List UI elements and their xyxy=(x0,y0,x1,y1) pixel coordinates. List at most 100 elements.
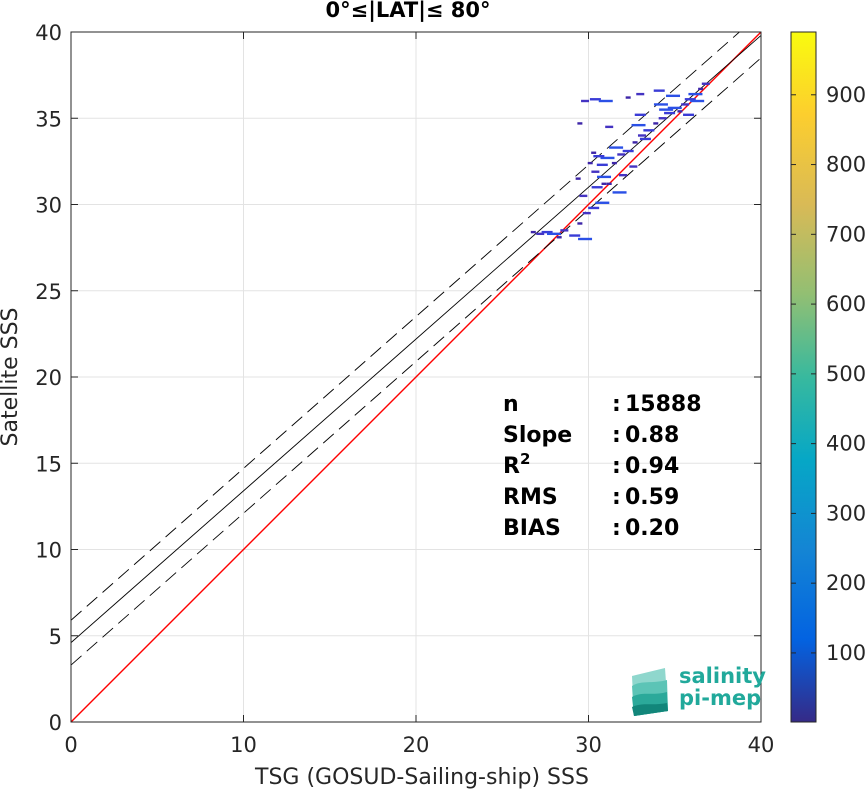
y-tick-label: 30 xyxy=(35,194,62,218)
stat-label-text: BIAS xyxy=(503,516,561,541)
data-point xyxy=(653,122,659,125)
data-point xyxy=(632,141,638,144)
colorbar: 100 200 300 400 500 600 700 800 900 xyxy=(790,31,865,723)
data-point xyxy=(601,182,607,185)
y-tick-label: 0 xyxy=(49,711,62,735)
data-point xyxy=(536,232,545,236)
regression-line xyxy=(71,35,761,643)
data-point xyxy=(591,151,597,154)
data-point xyxy=(595,201,610,204)
data-point xyxy=(598,99,613,103)
data-point xyxy=(636,92,645,96)
stat-label-superscript: 2 xyxy=(520,450,530,468)
data-point xyxy=(625,96,631,99)
regression-lines xyxy=(71,32,761,722)
data-point xyxy=(639,137,651,141)
stat-separator: : xyxy=(612,485,621,510)
data-point xyxy=(681,103,690,106)
data-point xyxy=(600,156,615,160)
y-tick-label: 20 xyxy=(35,366,62,390)
data-point xyxy=(569,234,581,237)
chart-title: 0°≤|LAT|≤ 80° xyxy=(325,0,490,23)
stat-separator: : xyxy=(612,454,621,479)
data-point xyxy=(698,87,704,91)
x-tick-label: 30 xyxy=(575,733,602,757)
data-point xyxy=(605,125,614,129)
x-axis-ticks: 0 10 20 30 40 xyxy=(64,32,774,757)
salinity-pi-mep-logo: salinity pi-mep xyxy=(632,664,766,716)
waves-icon xyxy=(632,668,668,716)
y-tick-label: 35 xyxy=(35,107,62,131)
identity-line xyxy=(71,32,761,722)
stat-separator: : xyxy=(612,423,621,448)
data-point xyxy=(619,173,627,177)
data-point xyxy=(690,99,705,103)
colorbar-tick-label: 900 xyxy=(826,83,865,107)
colorbar-tick-label: 600 xyxy=(826,292,865,316)
data-point xyxy=(556,236,562,239)
data-point xyxy=(629,165,638,168)
data-point xyxy=(643,129,655,132)
data-point xyxy=(587,161,593,165)
data-point xyxy=(617,153,626,156)
x-tick-label: 40 xyxy=(748,733,775,757)
data-point xyxy=(653,89,665,92)
data-point xyxy=(591,170,600,173)
data-point xyxy=(593,155,605,158)
y-tick-label: 25 xyxy=(35,280,62,304)
colorbar-tick-label: 200 xyxy=(826,571,865,595)
data-point xyxy=(667,106,682,110)
stat-value: 0.59 xyxy=(625,485,679,510)
data-point xyxy=(637,134,646,137)
data-point xyxy=(684,98,696,101)
data-point xyxy=(677,110,683,113)
stat-label: n xyxy=(503,392,519,417)
x-tick-label: 20 xyxy=(403,733,430,757)
stat-label-text: Slope xyxy=(503,423,572,448)
colorbar-ticks: 100 200 300 400 500 600 700 800 900 xyxy=(791,83,865,665)
colorbar-tick-label: 100 xyxy=(826,641,865,665)
x-tick-label: 0 xyxy=(64,733,77,757)
data-points xyxy=(530,82,710,241)
data-point xyxy=(597,175,612,179)
stat-value: 0.94 xyxy=(625,454,679,479)
stat-value: 0.20 xyxy=(625,516,679,541)
data-point xyxy=(631,123,646,127)
stat-label: Slope xyxy=(503,423,572,448)
y-tick-label: 15 xyxy=(35,452,62,476)
stat-value: 0.88 xyxy=(625,423,679,448)
colorbar-tick-label: 500 xyxy=(826,362,865,386)
colorbar-gradient xyxy=(790,31,817,723)
data-point xyxy=(577,122,583,125)
data-point xyxy=(609,146,624,149)
data-point xyxy=(547,232,561,236)
data-point xyxy=(578,237,593,241)
data-point xyxy=(588,206,600,210)
stat-separator: : xyxy=(612,516,621,541)
data-point xyxy=(658,117,667,120)
data-point xyxy=(664,111,676,115)
colorbar-tick-label: 400 xyxy=(826,432,865,456)
y-axis-ticks: 0 5 10 15 20 25 30 35 40 xyxy=(35,21,761,735)
stat-label-text: R xyxy=(503,454,520,479)
data-point xyxy=(560,229,569,232)
stat-label: RMS xyxy=(503,485,558,510)
stat-label: R2 xyxy=(503,450,530,479)
y-tick-label: 5 xyxy=(49,625,62,649)
data-point xyxy=(596,163,608,167)
data-point xyxy=(683,113,695,116)
data-point xyxy=(541,230,553,234)
data-point xyxy=(634,113,646,116)
regression-lower-line xyxy=(71,57,761,666)
data-point xyxy=(606,182,612,185)
data-point xyxy=(611,161,617,165)
colorbar-tick-label: 800 xyxy=(826,153,865,177)
data-point xyxy=(530,230,536,234)
regression-upper-line xyxy=(71,32,741,621)
data-point xyxy=(612,191,627,194)
data-point xyxy=(589,98,601,101)
data-point xyxy=(659,108,674,111)
stats-box: n:15888Slope:0.88R2:0.94RMS:0.59BIAS:0.2… xyxy=(503,392,702,541)
y-axis-label: Satellite SSS xyxy=(0,308,23,447)
